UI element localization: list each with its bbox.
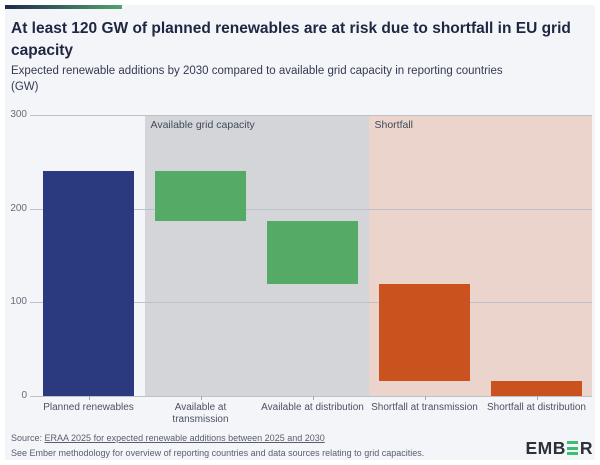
ember-logo-text-pre: EMB — [525, 437, 566, 458]
gridline-100 — [30, 302, 592, 304]
chart-title: At least 120 GW of planned renewables ar… — [11, 18, 589, 61]
ember-logo: EMB R — [525, 437, 593, 458]
x-axis-tick — [88, 396, 90, 400]
region-label-available-grid-capacity: Available grid capacity — [150, 119, 255, 131]
source-label: Source: — [11, 433, 45, 443]
y-axis-tick-label: 300 — [10, 109, 27, 120]
x-axis-tick — [312, 396, 314, 400]
chart-title-line2: capacity — [11, 41, 74, 59]
chart-title-line1: At least 120 GW of planned renewables ar… — [11, 20, 571, 37]
gridline-200 — [30, 208, 592, 210]
x-axis-tick — [200, 396, 202, 400]
bar-planned-renewables — [43, 171, 134, 396]
ember-logo-text-post: R — [579, 437, 593, 458]
source-line: Source: ERAA 2025 for expected renewable… — [11, 431, 491, 446]
bar-shortfall-at-distribution — [491, 381, 582, 396]
x-axis-label-planned-renewables: Planned renewables — [43, 402, 134, 413]
region-label-shortfall: Shortfall — [374, 119, 414, 131]
x-axis-label-available-at-distribution: Available at distribution — [261, 402, 364, 413]
x-axis-tick — [536, 396, 538, 400]
brand-accent-bar — [5, 5, 122, 9]
x-axis-tick — [424, 396, 426, 400]
chart-subtitle: Expected renewable additions by 2030 com… — [11, 64, 589, 95]
bar-available-at-transmission — [155, 171, 246, 221]
y-axis-tick-label: 0 — [21, 390, 27, 401]
source-link[interactable]: ERAA 2025 for expected renewable additio… — [44, 433, 325, 443]
x-axis-label-shortfall-at-distribution: Shortfall at distribution — [487, 402, 586, 413]
chart-subtitle-line1: Expected renewable additions by 2030 com… — [11, 65, 503, 77]
gridline-0 — [30, 396, 592, 397]
chart-footer: Source: ERAA 2025 for expected renewable… — [11, 431, 491, 460]
y-axis-tick-label: 100 — [10, 296, 27, 308]
bar-available-at-distribution — [267, 220, 358, 284]
y-axis-tick-label: 200 — [10, 202, 27, 214]
x-axis-label-available-at-transmission: Available at transmission — [172, 402, 229, 425]
gridline-300 — [30, 115, 592, 116]
methodology-note: See Ember methodology for overview of re… — [11, 447, 425, 458]
ember-logo-e-icon — [567, 440, 579, 456]
bar-shortfall-at-transmission — [379, 283, 470, 381]
chart-subtitle-line2: (GW) — [11, 80, 39, 93]
x-axis-label-shortfall-at-transmission: Shortfall at transmission — [371, 402, 478, 413]
